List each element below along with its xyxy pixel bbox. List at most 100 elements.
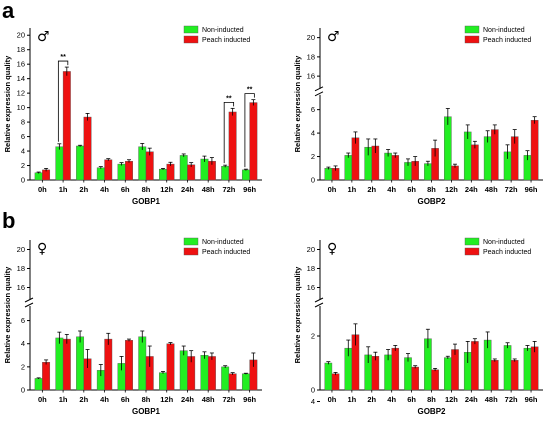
x-tick-label: 4h [100,395,109,404]
y-axis-label: Relative expression quality [293,266,302,364]
y-tick-label: 16 [17,60,25,69]
x-tick-label: 12h [445,185,458,194]
bar-non-inducted [483,136,492,181]
bar-non-inducted [55,337,64,391]
x-tick-label: 24h [465,185,478,194]
x-tick-label: 96h [525,185,538,194]
axis-break-mark [314,302,324,308]
chart-2: 0 2 4 6 16 18 20 Relative expression quality ♀ 0h… [3,237,262,416]
bar-non-inducted [179,350,188,391]
bar-non-inducted [76,145,85,181]
y-axis-label: Relative expression quality [3,55,12,153]
y-tick-label: 4 [21,339,25,348]
axis-break-mark [314,86,324,92]
bar-non-inducted [159,168,167,181]
bar-non-inducted [34,172,43,181]
y-tick-label: 18 [17,264,25,273]
y-tick-label: 2 [21,362,25,371]
bar-non-inducted [463,131,472,181]
bar-peach-inducted [104,159,113,181]
y-tick-label: 2 [311,152,315,161]
bar-non-inducted [444,357,452,391]
significance-bracket [244,93,255,168]
x-tick-label: 8h [427,395,436,404]
bar-non-inducted [159,372,167,391]
bar-peach-inducted [207,356,216,391]
bar-peach-inducted [331,373,340,391]
bar-non-inducted [138,146,147,181]
x-tick-label: 1h [347,185,356,194]
y-tick-label: 20 [17,31,25,40]
axis-break-mark [24,297,34,303]
x-tick-label: 72h [222,185,235,194]
bar-non-inducted [503,345,512,391]
x-tick-label: 0h [328,185,337,194]
bar-peach-inducted [42,169,51,181]
x-tick-label: 48h [485,185,498,194]
bar-non-inducted [404,357,412,391]
legend-label: Non-inducted [483,239,525,246]
y-tick-label: 2 [21,161,25,170]
x-tick-label: 24h [181,185,194,194]
y-tick-label: 6 [21,316,25,325]
x-tick-label: 0h [38,185,47,194]
axis-break-mark [314,91,324,97]
x-tick-label: 0h [38,395,47,404]
y-axis-label: Relative expression quality [3,266,12,364]
x-axis-title: GOBP1 [132,407,161,416]
bar-peach-inducted [249,102,258,181]
bar-peach-inducted [491,360,499,391]
y-tick-label: 0 [21,176,25,185]
bar-non-inducted [523,347,532,391]
legend-swatch [183,237,199,246]
bar-peach-inducted [42,362,51,391]
significance-bracket [57,60,69,142]
bar-peach-inducted [411,366,419,391]
y-tick-label: 16 [307,283,315,292]
y-tick-label: 0 [311,176,315,185]
bar-non-inducted [55,146,64,181]
y-tick-label: 2 [311,332,315,341]
y-tick-label: 14 [17,74,25,83]
x-axis-title: GOBP2 [417,197,446,206]
bar-peach-inducted [228,111,237,181]
legend-swatch [464,35,480,44]
bar-peach-inducted [371,356,380,391]
bar-peach-inducted [451,165,459,181]
bar-peach-inducted [228,373,237,391]
bar-non-inducted [221,166,230,181]
y-tick-label: 0 [21,386,25,395]
bar-non-inducted [344,155,353,181]
x-tick-label: 4h [100,185,109,194]
y-tick-label: 4 [21,147,25,156]
bar-peach-inducted [431,369,439,391]
y-tick-label: 0 [311,386,315,395]
legend-swatch [183,35,199,44]
x-tick-label: 72h [222,395,235,404]
significance-label: ** [247,87,253,94]
bar-peach-inducted [471,144,479,181]
x-tick-label: 8h [427,185,436,194]
sex-symbol: ♂ [37,29,50,45]
legend-label: Peach inducted [202,249,250,256]
legend-swatch [464,237,480,246]
bar-non-inducted [138,336,147,391]
y-tick-label: 6 [311,105,315,114]
axis-break-gap [26,300,34,306]
axis-break-mark [314,297,324,303]
x-tick-label: 24h [465,395,478,404]
legend-swatch [464,25,480,34]
y-tick-label: 16 [17,283,25,292]
bar-non-inducted [424,163,432,181]
y-tick-label: 6 [21,132,25,141]
bar-non-inducted [324,168,333,181]
x-tick-label: 12h [160,185,173,194]
x-tick-label: 0h [328,395,337,404]
legend-label: Peach inducted [202,37,250,44]
bar-peach-inducted [391,155,400,181]
x-tick-label: 6h [121,185,130,194]
x-tick-label: 48h [202,185,215,194]
y-tick-label: 12 [17,89,25,98]
y-tick-label: 4 [311,397,315,406]
